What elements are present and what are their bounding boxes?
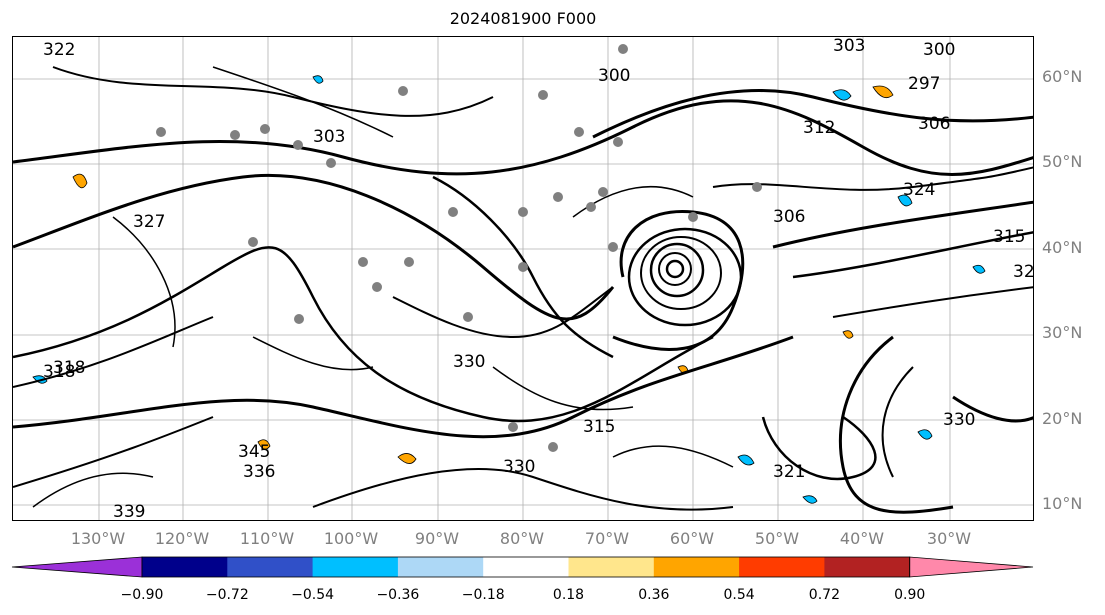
longitude-label: 90°W bbox=[414, 529, 460, 548]
colorbar-bin bbox=[227, 557, 314, 577]
contour-label: 339 bbox=[113, 502, 145, 521]
contour-label: 306 bbox=[918, 114, 950, 134]
contour-label: 321 bbox=[1013, 262, 1034, 282]
contour-label: 306 bbox=[773, 207, 805, 227]
colorbar-bin bbox=[312, 557, 399, 577]
contour-label: 297 bbox=[908, 74, 940, 94]
contour-label: 336 bbox=[243, 462, 275, 482]
contour-label: 315 bbox=[583, 417, 615, 437]
contour-label: 345 bbox=[238, 442, 270, 462]
latitude-label: 30°N bbox=[1042, 323, 1083, 342]
contour-label: 300 bbox=[598, 66, 630, 86]
contour-label: 303 bbox=[313, 127, 345, 147]
latitude-label: 40°N bbox=[1042, 238, 1083, 257]
contour-label: 321 bbox=[773, 462, 805, 482]
colorbar-max-extend bbox=[909, 556, 1034, 578]
contour-label: 330 bbox=[503, 457, 535, 477]
latitude-label: 50°N bbox=[1042, 152, 1083, 171]
isentropic-contours bbox=[13, 66, 1033, 514]
colorbar-tick-label: 0.90 bbox=[894, 587, 926, 603]
longitude-label: 60°W bbox=[669, 529, 715, 548]
longitude-label: 40°W bbox=[839, 529, 885, 548]
shaded-anomalies bbox=[32, 75, 986, 504]
colorbar-bin bbox=[739, 557, 825, 577]
longitude-label: 50°W bbox=[754, 529, 800, 548]
colorbar-tick-label: −0.90 bbox=[120, 587, 164, 603]
weather-map: 322 300 303 300 297 303 306 312 324 327 306 315 318 3… bbox=[12, 36, 1034, 521]
contour-label: 330 bbox=[943, 410, 975, 430]
latitude-label: 10°N bbox=[1042, 494, 1083, 513]
colorbar-tick-label: 0.54 bbox=[723, 587, 755, 603]
graticule bbox=[13, 37, 1033, 520]
contour-label: 300 bbox=[923, 40, 955, 60]
colorbar-tick-label: −0.54 bbox=[291, 587, 335, 603]
contour-label: 322 bbox=[43, 40, 75, 60]
longitude-label: 120°W bbox=[154, 529, 210, 548]
colorbar-min-extend bbox=[11, 556, 143, 578]
colorbar-bin bbox=[142, 557, 228, 577]
latitude-label: 20°N bbox=[1042, 409, 1083, 428]
contour-label: 315 bbox=[993, 227, 1025, 247]
colorbar-bin bbox=[483, 557, 569, 577]
colorbar-tick-label: −0.36 bbox=[376, 587, 420, 603]
colorbar-tick-label: 0.18 bbox=[552, 587, 585, 603]
colorbar-bin bbox=[397, 557, 484, 577]
colorbar-tick-label: −0.72 bbox=[205, 587, 249, 603]
longitude-label: 80°W bbox=[499, 529, 545, 548]
contour-label: 303 bbox=[833, 37, 865, 56]
contour-label: 318 bbox=[43, 362, 75, 382]
contour-label: 330 bbox=[453, 352, 485, 372]
contour-label: 312 bbox=[803, 118, 835, 138]
longitude-label: 110°W bbox=[239, 529, 295, 548]
longitude-label: 70°W bbox=[584, 529, 630, 548]
colorbar-tick-label: −0.18 bbox=[461, 587, 505, 603]
colorbar-bin bbox=[653, 557, 740, 577]
observation-dots bbox=[156, 44, 762, 452]
colorbar-tick-label: 0.36 bbox=[638, 587, 670, 603]
latitude-label: 60°N bbox=[1042, 67, 1083, 86]
longitude-label: 130°W bbox=[70, 529, 126, 548]
map-title: 2024081900 F000 bbox=[449, 9, 597, 28]
contour-label: 318 bbox=[53, 358, 85, 378]
longitude-label: 30°W bbox=[926, 529, 972, 548]
contour-label: 324 bbox=[903, 180, 935, 200]
colorbar-bin bbox=[568, 557, 655, 577]
colorbar-tick-label: 0.72 bbox=[808, 587, 840, 603]
colorbar-bin bbox=[824, 557, 911, 577]
longitude-label: 100°W bbox=[323, 529, 379, 548]
contour-label: 327 bbox=[133, 212, 165, 232]
colorbar bbox=[11, 556, 1034, 578]
